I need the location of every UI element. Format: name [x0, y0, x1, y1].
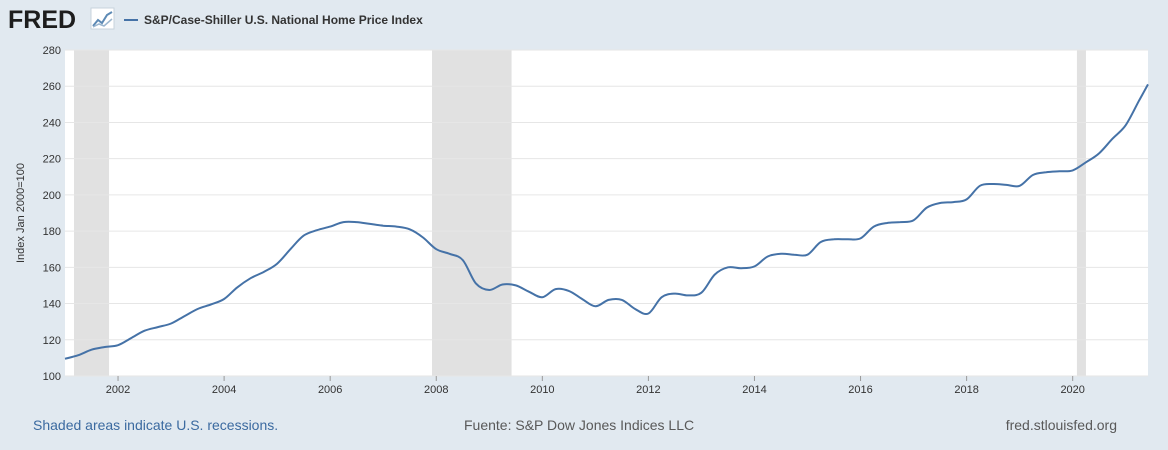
- y-tick-label: 100: [43, 371, 61, 383]
- series-layer: [64, 83, 1149, 360]
- x-tick-label: 2004: [212, 384, 236, 396]
- grid-lines: [65, 49, 1148, 377]
- plot-area: [65, 50, 1148, 376]
- x-tick-label: 2020: [1060, 384, 1084, 396]
- source-note: Fuente: S&P Dow Jones Indices LLC: [464, 417, 695, 433]
- y-tick-label: 160: [43, 262, 61, 274]
- legend: S&P/Case-Shiller U.S. National Home Pric…: [124, 13, 423, 27]
- y-tick-label: 140: [43, 299, 61, 311]
- x-tick-label: 2018: [954, 384, 978, 396]
- x-tick-label: 2006: [318, 384, 342, 396]
- y-tick-label: 180: [43, 226, 61, 238]
- y-tick-label: 220: [43, 154, 61, 166]
- recession-note: Shaded areas indicate U.S. recessions.: [33, 417, 279, 433]
- recession-band: [74, 50, 110, 376]
- x-tick-label: 2002: [106, 384, 130, 396]
- x-tick-label: 2008: [424, 384, 448, 396]
- fred-logo-text: FRED: [8, 6, 76, 34]
- x-axis-ticks: 2002 2004 2006 2008 2010 2012 2014 2016 2018 2020: [106, 376, 1085, 396]
- x-tick-label: 2012: [636, 384, 660, 396]
- y-axis-title: Index Jan 2000=100: [15, 163, 27, 263]
- chart-icon: [90, 7, 115, 30]
- y-tick-label: 200: [43, 190, 61, 202]
- series-line: [64, 83, 1149, 360]
- legend-label: S&P/Case-Shiller U.S. National Home Pric…: [144, 13, 423, 27]
- y-tick-label: 280: [43, 45, 61, 57]
- y-axis-ticks: 100 120 140 160 180 200 220 240 260 280: [43, 45, 61, 383]
- recession-band: [432, 50, 512, 376]
- x-tick-label: 2010: [530, 384, 554, 396]
- fred-logo[interactable]: FRED: [8, 6, 115, 34]
- y-tick-label: 120: [43, 335, 61, 347]
- x-tick-label: 2014: [742, 384, 766, 396]
- site-link[interactable]: fred.stlouisfed.org: [1005, 417, 1117, 433]
- y-tick-label: 240: [43, 117, 61, 129]
- x-tick-label: 2016: [848, 384, 872, 396]
- recession-bands: [74, 50, 1086, 376]
- y-tick-label: 260: [43, 81, 61, 93]
- recession-band: [1076, 50, 1086, 376]
